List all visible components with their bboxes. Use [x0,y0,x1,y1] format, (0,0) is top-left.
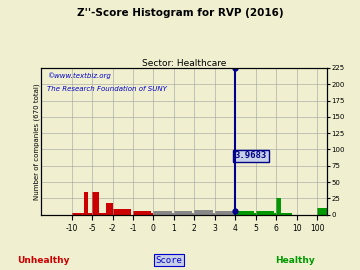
Bar [317,208,333,215]
Bar [174,211,192,215]
Bar [153,211,172,215]
Bar [204,213,223,215]
Bar [164,213,182,215]
Bar [287,213,292,215]
Bar [143,213,162,215]
Bar [92,192,99,215]
Bar [215,211,233,215]
Bar [99,213,106,215]
Bar [246,213,264,215]
Bar [84,192,88,215]
Y-axis label: Number of companies (670 total): Number of companies (670 total) [33,83,40,200]
Text: 3.9683: 3.9683 [235,151,267,160]
Bar [194,210,213,215]
Bar [133,211,151,215]
Text: Score: Score [156,256,183,265]
Bar [72,213,76,215]
Title: Sector: Healthcare: Sector: Healthcare [142,59,226,68]
Bar [184,213,203,215]
Bar [88,213,92,215]
Text: Healthy: Healthy [275,256,315,265]
Bar [235,211,254,215]
Bar [112,210,131,215]
Bar [106,203,112,215]
Bar [80,213,84,215]
Text: Z''-Score Histogram for RVP (2016): Z''-Score Histogram for RVP (2016) [77,8,283,18]
Bar [276,198,281,215]
Bar [266,213,279,215]
Bar [281,213,287,215]
Text: The Research Foundation of SUNY: The Research Foundation of SUNY [46,86,166,92]
Bar [76,213,80,215]
Text: ©www.textbiz.org: ©www.textbiz.org [46,72,111,79]
Text: Unhealthy: Unhealthy [17,256,69,265]
Bar [225,213,243,215]
Bar [256,211,274,215]
